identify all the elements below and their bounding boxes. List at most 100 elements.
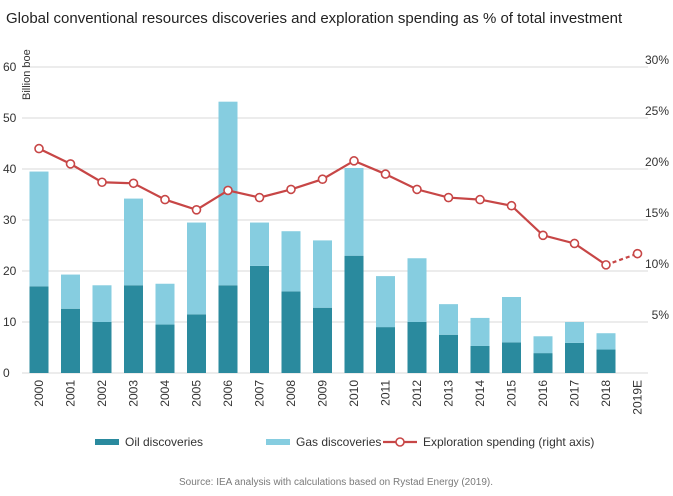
x-tick-label: 2018 <box>599 380 613 407</box>
exploration-line <box>34 143 643 270</box>
exploration-point <box>412 184 422 195</box>
bars <box>29 101 616 373</box>
gas-bar <box>596 333 616 350</box>
x-tick-label: 2006 <box>221 380 235 407</box>
y-tick-label: 0 <box>3 366 10 380</box>
x-tick-label: 2014 <box>473 380 487 407</box>
gas-bar <box>470 317 490 346</box>
x-tick-label: 2001 <box>64 380 78 407</box>
exploration-point <box>128 178 139 189</box>
y-axis-label: Billion boe <box>21 49 33 100</box>
right-axis-ticks: 5% 10% 15% 20% 25% 30% <box>645 53 669 322</box>
oil-bar <box>502 342 521 373</box>
gas-bar <box>502 297 521 343</box>
exploration-point <box>34 143 44 154</box>
gas-bar <box>376 276 395 328</box>
x-tick-label: 2000 <box>32 380 46 407</box>
exploration-point <box>223 185 233 196</box>
gas-bar <box>61 274 80 309</box>
exploration-point <box>569 238 580 249</box>
legend-label: Oil discoveries <box>125 435 203 449</box>
legend-marker <box>395 437 405 447</box>
exploration-point <box>65 159 76 169</box>
oil-bar <box>187 314 206 373</box>
y2-tick-label: 15% <box>645 206 669 220</box>
gas-bar <box>344 167 364 256</box>
x-tick-label: 2008 <box>284 380 298 407</box>
exploration-point <box>191 205 202 215</box>
exploration-point <box>349 156 359 166</box>
oil-bar <box>596 349 616 373</box>
y-tick-label: 20 <box>3 264 17 278</box>
exploration-point <box>632 248 643 259</box>
gas-bar <box>155 283 175 325</box>
gas-bar <box>533 336 553 354</box>
gas-bar <box>124 198 143 286</box>
oil-bar <box>29 286 49 373</box>
exploration-point <box>601 260 611 270</box>
oil-bar <box>218 285 238 373</box>
gas-bar <box>407 258 427 322</box>
gas-bar <box>250 222 269 266</box>
exploration-point <box>538 230 548 241</box>
source-note: Source: IEA analysis with calculations b… <box>179 477 493 488</box>
y-tick-label: 50 <box>3 111 17 125</box>
exploration-point <box>380 169 391 179</box>
exploration-point <box>254 192 265 203</box>
exploration-point <box>97 177 107 188</box>
x-tick-label: 2005 <box>190 380 204 407</box>
oil-bar <box>124 285 143 373</box>
x-tick-label: 2007 <box>253 380 267 407</box>
x-tick-label: 2017 <box>568 380 582 407</box>
oil-bar <box>376 327 395 373</box>
x-tick-label: 2013 <box>442 380 456 407</box>
y-tick-label: 30 <box>3 213 17 227</box>
exploration-point <box>286 184 296 195</box>
y2-tick-label: 5% <box>652 308 670 322</box>
exploration-point <box>506 200 517 211</box>
gas-bar <box>565 322 584 343</box>
chart-title: Global conventional resources discoverie… <box>6 10 623 27</box>
y-tick-label: 60 <box>3 60 17 74</box>
oil-bar <box>565 342 584 373</box>
x-tick-label: 2019E <box>631 380 645 415</box>
y2-tick-label: 30% <box>645 53 669 67</box>
gas-bar <box>29 171 49 287</box>
x-tick-label: 2015 <box>505 380 519 407</box>
y2-tick-label: 25% <box>645 104 669 118</box>
x-tick-label: 2004 <box>158 380 172 407</box>
left-axis-ticks: 0 10 20 30 40 50 60 <box>3 60 17 380</box>
exploration-line-projected <box>605 252 638 266</box>
y2-tick-label: 10% <box>645 257 669 271</box>
oil-bar <box>61 308 80 373</box>
x-tick-label: 2012 <box>410 380 424 407</box>
oil-bar <box>250 265 269 373</box>
gas-bar <box>313 240 332 308</box>
x-axis-ticks: 2000 2001 2002 2003 2004 2005 2006 2007 2008 2009… <box>32 380 645 415</box>
oil-bar <box>470 345 490 373</box>
oil-bar <box>92 322 112 373</box>
oil-bar <box>439 334 458 373</box>
y-tick-label: 10 <box>3 315 17 329</box>
x-tick-label: 2010 <box>347 380 361 407</box>
legend-label: Gas discoveries <box>296 435 381 449</box>
oil-bar <box>313 307 332 373</box>
gas-bar <box>439 304 458 335</box>
gas-bar <box>92 285 112 322</box>
legend-label: Exploration spending (right axis) <box>423 435 594 449</box>
y2-tick-label: 20% <box>645 155 669 169</box>
gas-bar <box>281 231 301 292</box>
legend-swatch <box>266 439 290 445</box>
oil-bar <box>281 291 301 373</box>
x-tick-label: 2002 <box>95 380 109 407</box>
legend: Oil discoveries Gas discoveries Exploratio… <box>95 435 594 449</box>
exploration-point <box>317 174 328 184</box>
oil-bar <box>155 324 175 373</box>
oil-bar <box>344 255 364 373</box>
legend-swatch <box>95 439 119 445</box>
oil-bar <box>533 353 553 373</box>
x-tick-label: 2016 <box>536 380 550 407</box>
x-tick-label: 2009 <box>316 380 330 407</box>
exploration-point <box>443 192 454 203</box>
